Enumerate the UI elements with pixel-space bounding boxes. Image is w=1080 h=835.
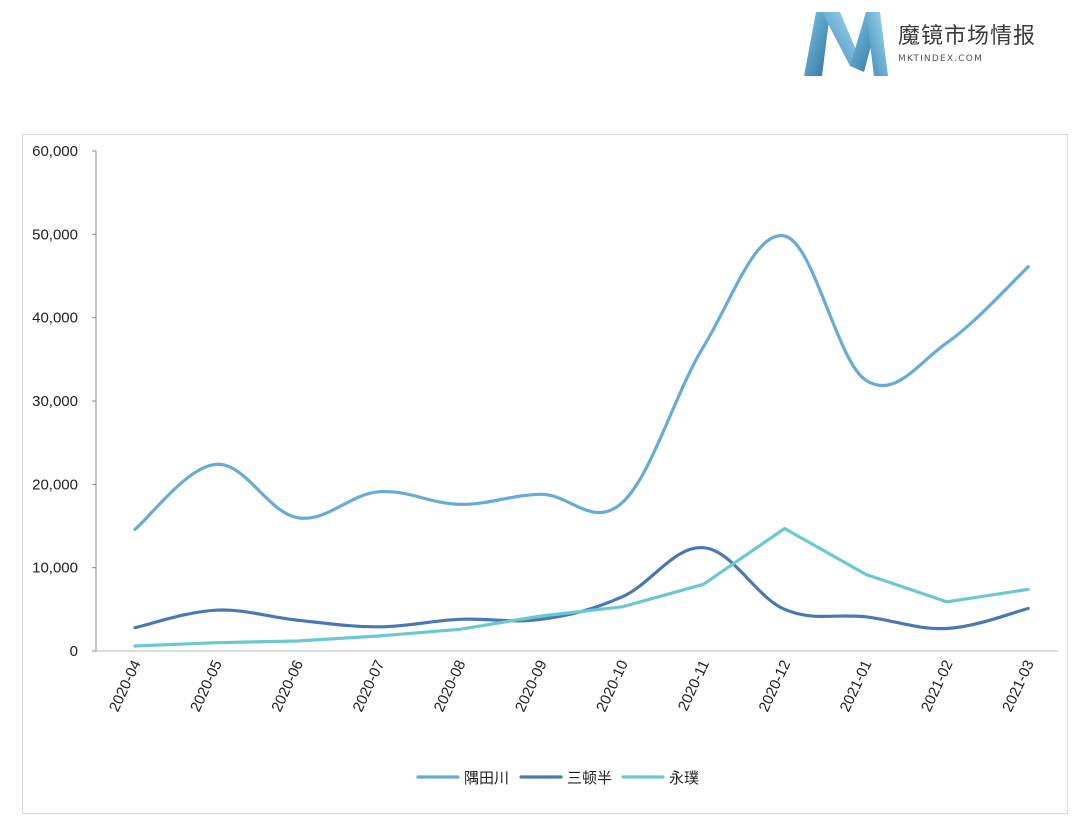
chart-frame (22, 134, 1068, 814)
y-tick-label: 50,000 (32, 226, 78, 243)
series-line-1 (133, 234, 1030, 531)
x-tick-label: 2020-11 (675, 658, 713, 714)
brand-name: 魔镜市场情报 (898, 24, 1037, 49)
x-tick-label: 2020-08 (431, 658, 470, 715)
y-tick-label: 10,000 (32, 560, 78, 577)
y-tick-label: 40,000 (32, 310, 78, 327)
x-tick-label: 2021-03 (999, 658, 1038, 715)
brand-logo: 魔镜市场情报 MKTINDEX.COM (800, 6, 1060, 82)
legend-label: 隅田川 (464, 769, 509, 787)
y-tick-label: 20,000 (32, 476, 78, 493)
x-tick-label: 2020-05 (187, 658, 226, 715)
x-tick-label: 2020-06 (268, 658, 307, 715)
series-line-3 (133, 526, 1030, 648)
y-tick-label: 60,000 (32, 143, 78, 160)
x-tick-label: 2020-09 (512, 658, 551, 715)
mktindex-m-logo-icon (804, 12, 888, 76)
x-tick-label: 2020-12 (756, 658, 795, 715)
series-line-2 (133, 546, 1030, 631)
y-tick-label: 30,000 (32, 393, 78, 410)
legend-label: 三顿半 (567, 769, 612, 787)
x-tick-label: 2020-04 (106, 658, 145, 715)
x-tick-label: 2020-10 (593, 658, 632, 715)
brand-site: MKTINDEX.COM (898, 54, 984, 64)
y-tick-label: 0 (70, 643, 78, 660)
x-tick-label: 2021-02 (918, 658, 957, 715)
x-tick-label: 2021-01 (837, 658, 876, 715)
legend-label: 永璞 (669, 769, 699, 787)
x-tick-label: 2020-07 (350, 658, 389, 715)
